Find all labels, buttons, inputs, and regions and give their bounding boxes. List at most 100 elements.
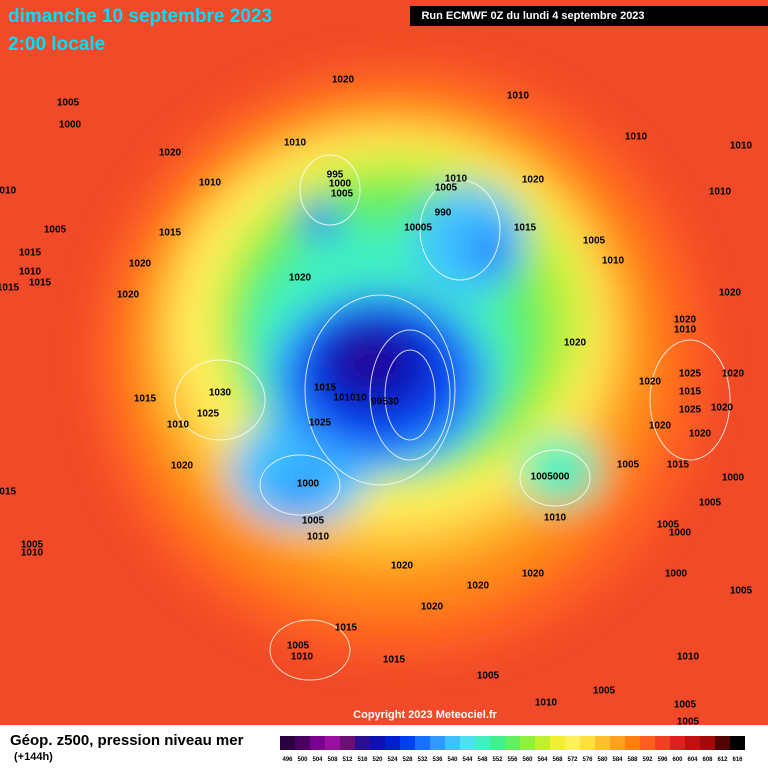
scale-label: 560	[522, 757, 533, 763]
scale-label: 528	[402, 757, 413, 763]
scale-swatch	[295, 736, 310, 750]
scale-swatch	[625, 736, 640, 750]
isobar-label: 1000	[59, 120, 82, 131]
isobar-label: 1020	[522, 175, 545, 186]
scale-swatch	[550, 736, 565, 750]
legend-title: Géop. z500, pression niveau mer	[10, 732, 244, 749]
scale-label: 608	[702, 757, 713, 763]
scale-swatch	[475, 736, 490, 750]
scale-swatch	[580, 736, 595, 750]
isobar-label: 1020	[719, 288, 742, 299]
isobar-label: 1005	[331, 189, 354, 200]
scale-label: 500	[297, 757, 308, 763]
scale-label: 520	[372, 757, 383, 763]
isobar-label: 1020	[159, 148, 182, 159]
scale-label: 524	[387, 757, 398, 763]
scale-swatch	[490, 736, 505, 750]
isobar-label: 99530	[371, 397, 399, 408]
isobar-label: 1000	[329, 179, 352, 190]
scale-label: 556	[507, 757, 518, 763]
isobar-label: 1015	[679, 387, 702, 398]
scale-swatch	[340, 736, 355, 750]
legend-subtitle: (+144h)	[14, 751, 53, 763]
time-title: 2:00 locale	[8, 34, 105, 55]
scale-swatch	[430, 736, 445, 750]
isobar-label: 1005000	[531, 472, 570, 483]
scale-swatch	[400, 736, 415, 750]
isobar-label: 1020	[467, 581, 490, 592]
isobar-label: 1020	[129, 259, 152, 270]
isobar-label: 1015	[159, 228, 182, 239]
scale-swatch	[445, 736, 460, 750]
scale-swatch	[610, 736, 625, 750]
isobar-labels: 1020100510001010101010101010102010101010…	[0, 75, 753, 728]
isobar-label: 10005	[404, 223, 432, 234]
scale-swatch	[370, 736, 385, 750]
isobar-label: 101010	[333, 393, 367, 404]
scale-label: 496	[282, 757, 293, 763]
isobar-label: 1020	[722, 369, 745, 380]
isobar-label: 1010	[19, 267, 42, 278]
scale-swatch	[685, 736, 700, 750]
isobar-label: 1010	[507, 91, 530, 102]
isobar-label: 1015	[335, 623, 358, 634]
isobar-label: 1005	[57, 98, 80, 109]
scale-swatch	[310, 736, 325, 750]
isobar-label: 1005	[477, 671, 500, 682]
isobar-label: 1015	[29, 278, 52, 289]
isobar-label: 1005	[302, 516, 325, 527]
isobar-label: 1015	[134, 394, 157, 405]
scale-swatch	[355, 736, 370, 750]
scale-swatch	[730, 736, 745, 750]
scale-label: 600	[672, 757, 683, 763]
scale-label: 512	[342, 757, 353, 763]
isobar-label: 1015	[19, 248, 42, 259]
scale-label: 580	[597, 757, 608, 763]
scale-label: 564	[537, 757, 548, 763]
isobar-label: 1020	[421, 602, 444, 613]
scale-label: 604	[687, 757, 698, 763]
isobar-label: 1010	[291, 652, 314, 663]
scale-label: 616	[732, 757, 743, 763]
isobar-label: 1025	[679, 405, 702, 416]
isobar-label: 1005	[677, 717, 700, 728]
isobar-label: 1010	[535, 698, 558, 709]
isobar-label: 1010	[199, 178, 222, 189]
isobar-label: 1015	[0, 283, 20, 294]
scale-swatch	[715, 736, 730, 750]
isobar-label: 1015	[667, 460, 690, 471]
isobar-label: 1020	[564, 338, 587, 349]
isobar-label: 1010	[544, 513, 567, 524]
isobar-label: 1020	[689, 429, 712, 440]
scale-label: 540	[447, 757, 458, 763]
isobar-label: 1020	[332, 75, 355, 86]
run-banner	[410, 6, 768, 26]
isobar-label: 1020	[171, 461, 194, 472]
scale-label: 576	[582, 757, 593, 763]
geopotential-field	[90, 60, 710, 660]
scale-label: 532	[417, 757, 428, 763]
scale-label: 592	[642, 757, 653, 763]
isobar-label: 990	[435, 208, 452, 219]
isobar-label: 1020	[289, 273, 312, 284]
isobar-label: 1000	[722, 473, 745, 484]
isobar-label: 1025	[197, 409, 220, 420]
isobar-label: 1000	[665, 569, 688, 580]
isobar-label: 1010	[602, 256, 625, 267]
isobars	[174, 154, 731, 681]
scale-label: 572	[567, 757, 578, 763]
isobar-label: 1010	[21, 548, 44, 559]
scale-swatch	[415, 736, 430, 750]
scale-label: 596	[657, 757, 668, 763]
isobar-label: 1005	[287, 641, 310, 652]
scale-label: 544	[462, 757, 473, 763]
date-title: dimanche 10 septembre 2023	[8, 6, 272, 27]
scale-label: 536	[432, 757, 443, 763]
isobar-label: 1010	[445, 174, 468, 185]
color-scale: 496 500 504 508 512 516 520 524 528 532 536 540 544 5…	[280, 736, 745, 763]
isobar-label: 1005	[657, 520, 680, 531]
isobar-label: 1010	[0, 186, 17, 197]
isobar-label: 1000	[297, 479, 320, 490]
